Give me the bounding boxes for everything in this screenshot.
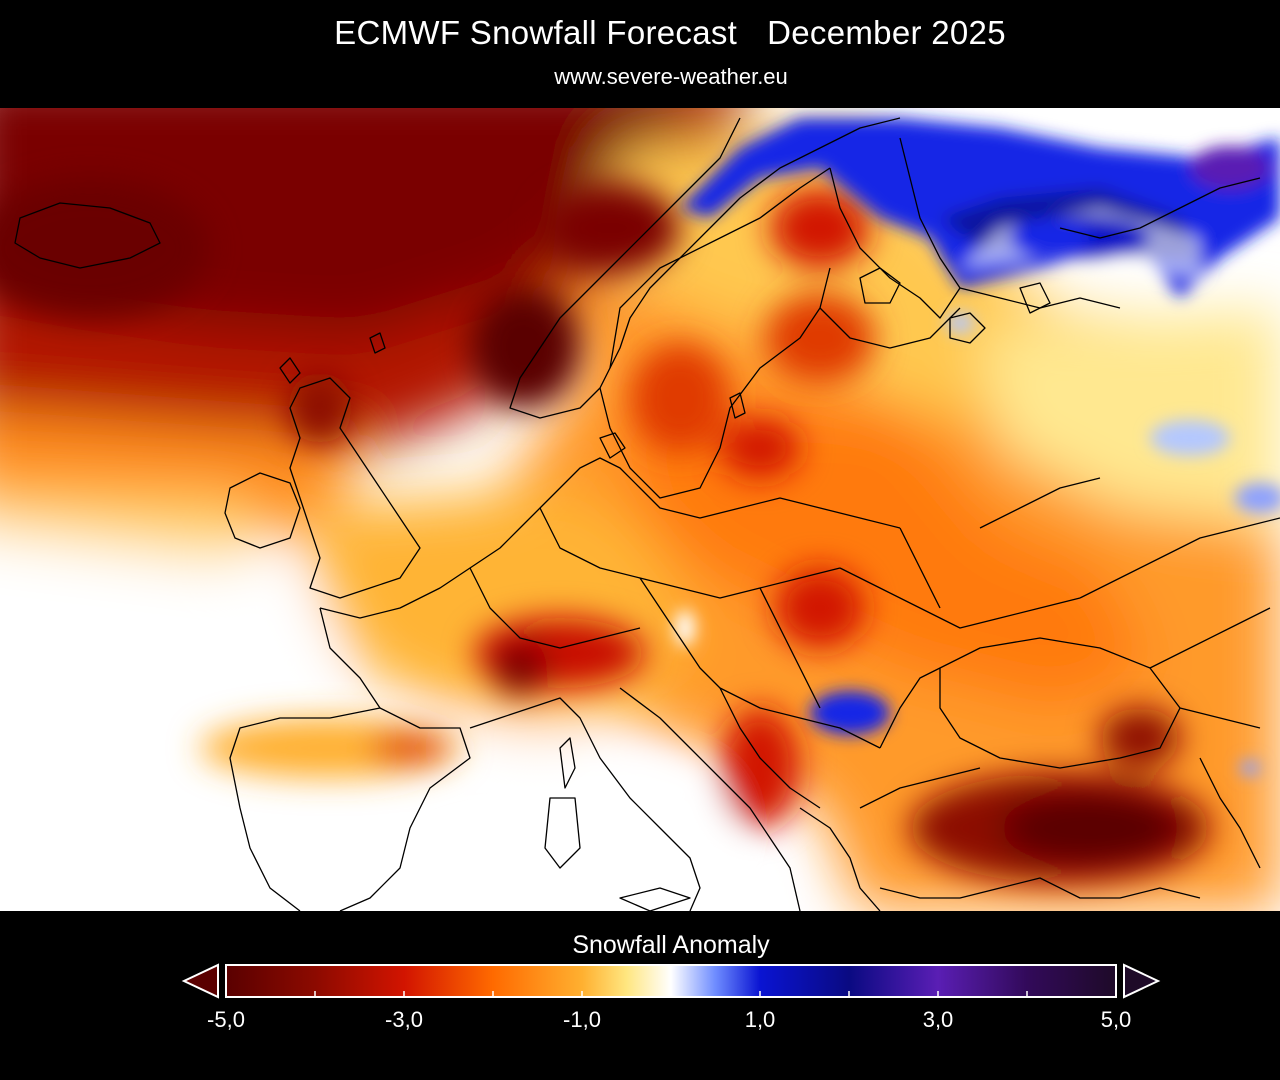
colorbar-tick-label: 5,0 [1100, 1007, 1132, 1032]
map-canvas [0, 108, 1280, 911]
header: ECMWF Snowfall Forecast December 2025 www… [0, 0, 1280, 108]
title-left: ECMWF Snowfall Forecast [334, 14, 738, 51]
anomaly-field-blue [675, 118, 1280, 776]
snowfall-anomaly-map[interactable] [0, 108, 1280, 911]
title-right: December 2025 [767, 14, 1006, 51]
colorbar-tick-label: -3,0 [385, 1007, 423, 1032]
coastlines-borders [14, 117, 1280, 911]
colorbar-tick-label: 1,0 [744, 1007, 776, 1032]
colorbar-tick-label: 3,0 [922, 1007, 954, 1032]
legend-title: Snowfall Anomaly [572, 931, 770, 959]
legend: Snowfall Anomaly -5,0 -3,0 -1,0 1,0 3,0 5,0 [0, 911, 1280, 1080]
page-title: ECMWF Snowfall Forecast December 2025 [0, 14, 1280, 52]
colorbar [181, 963, 1161, 999]
colorbar-high-arrow [1123, 963, 1161, 999]
colorbar-low-arrow [181, 963, 219, 999]
source-url: www.severe-weather.eu [554, 64, 788, 89]
colorbar-tick-label: -5,0 [207, 1007, 245, 1032]
colorbar-tick-label: -1,0 [563, 1007, 601, 1032]
anomaly-field-mid [0, 178, 1210, 908]
